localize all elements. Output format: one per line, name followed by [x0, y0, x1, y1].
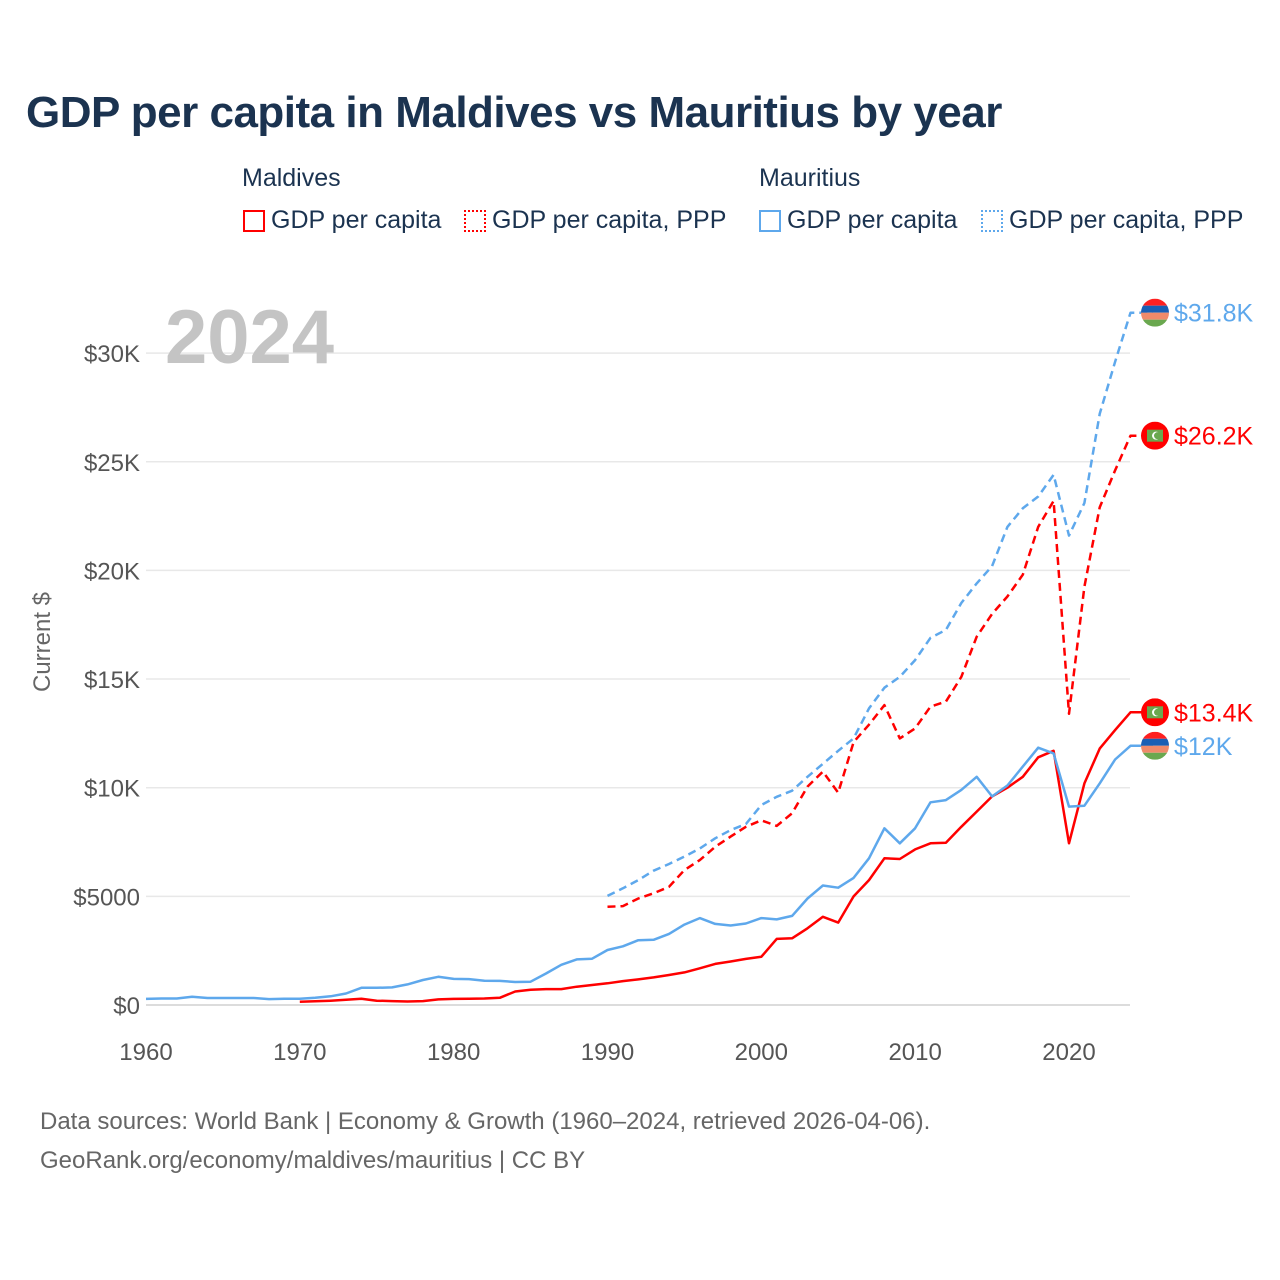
maldives-flag-icon [1141, 698, 1169, 727]
end-value-label: $31.8K [1174, 300, 1254, 328]
y-tick-label: $5000 [73, 884, 140, 911]
legend-group-maldives: Maldives [242, 164, 341, 192]
x-tick-label: 1980 [427, 1039, 480, 1066]
x-tick-label: 1990 [581, 1039, 634, 1066]
mauritius-flag-icon [1141, 298, 1169, 327]
end-value-label: $13.4K [1174, 699, 1254, 727]
mauritius-flag-icon [1141, 731, 1169, 760]
solid-swatch-icon [243, 209, 265, 232]
y-axis-label: Current $ [29, 592, 56, 692]
y-tick-label: $30K [84, 341, 140, 368]
legend-label: GDP per capita, PPP [1009, 206, 1244, 234]
end-value-label: $12K [1174, 733, 1233, 761]
dotted-swatch-icon [981, 209, 1003, 232]
legend-item-maldives-ppp[interactable]: GDP per capita, PPP [464, 206, 726, 235]
footer-attribution[interactable]: GeoRank.org/economy/maldives/mauritius |… [40, 1147, 586, 1174]
x-tick-label: 1970 [273, 1039, 326, 1066]
legend-item-maldives-gdp[interactable]: GDP per capita [243, 206, 441, 235]
legend-label: GDP per capita, PPP [492, 206, 727, 234]
y-tick-label: $25K [84, 450, 140, 477]
series-line-mauritius-gdp-per-capita [145, 744, 1153, 1001]
y-tick-label: $0 [113, 993, 140, 1020]
x-tick-label: 2010 [888, 1039, 941, 1066]
x-tick-label: 2020 [1042, 1039, 1095, 1066]
end-value-label: $26.2K [1174, 423, 1254, 451]
chart-title: GDP per capita in Maldives vs Mauritius … [26, 88, 1002, 137]
solid-swatch-icon [759, 209, 781, 232]
footer-sources: Data sources: World Bank | Economy & Gro… [40, 1108, 931, 1135]
legend-group-mauritius: Mauritius [759, 164, 861, 192]
series-line-maldives-gdp-per-capita-ppp [607, 434, 1153, 909]
x-tick-label: 2000 [735, 1039, 788, 1066]
y-tick-label: $15K [84, 667, 140, 694]
maldives-flag-icon [1141, 421, 1169, 450]
legend-item-mauritius-ppp[interactable]: GDP per capita, PPP [981, 206, 1243, 235]
y-tick-label: $20K [84, 558, 140, 585]
y-tick-label: $10K [84, 776, 140, 803]
dotted-swatch-icon [464, 209, 486, 232]
x-tick-label: 1960 [119, 1039, 172, 1066]
legend-item-mauritius-gdp[interactable]: GDP per capita [759, 206, 957, 235]
legend-label: GDP per capita [271, 206, 442, 234]
series-line-mauritius-gdp-per-capita-ppp [606, 311, 1153, 898]
legend-label: GDP per capita [787, 206, 958, 234]
year-watermark: 2024 [165, 295, 334, 380]
series-line-maldives-gdp-per-capita [299, 711, 1153, 1003]
